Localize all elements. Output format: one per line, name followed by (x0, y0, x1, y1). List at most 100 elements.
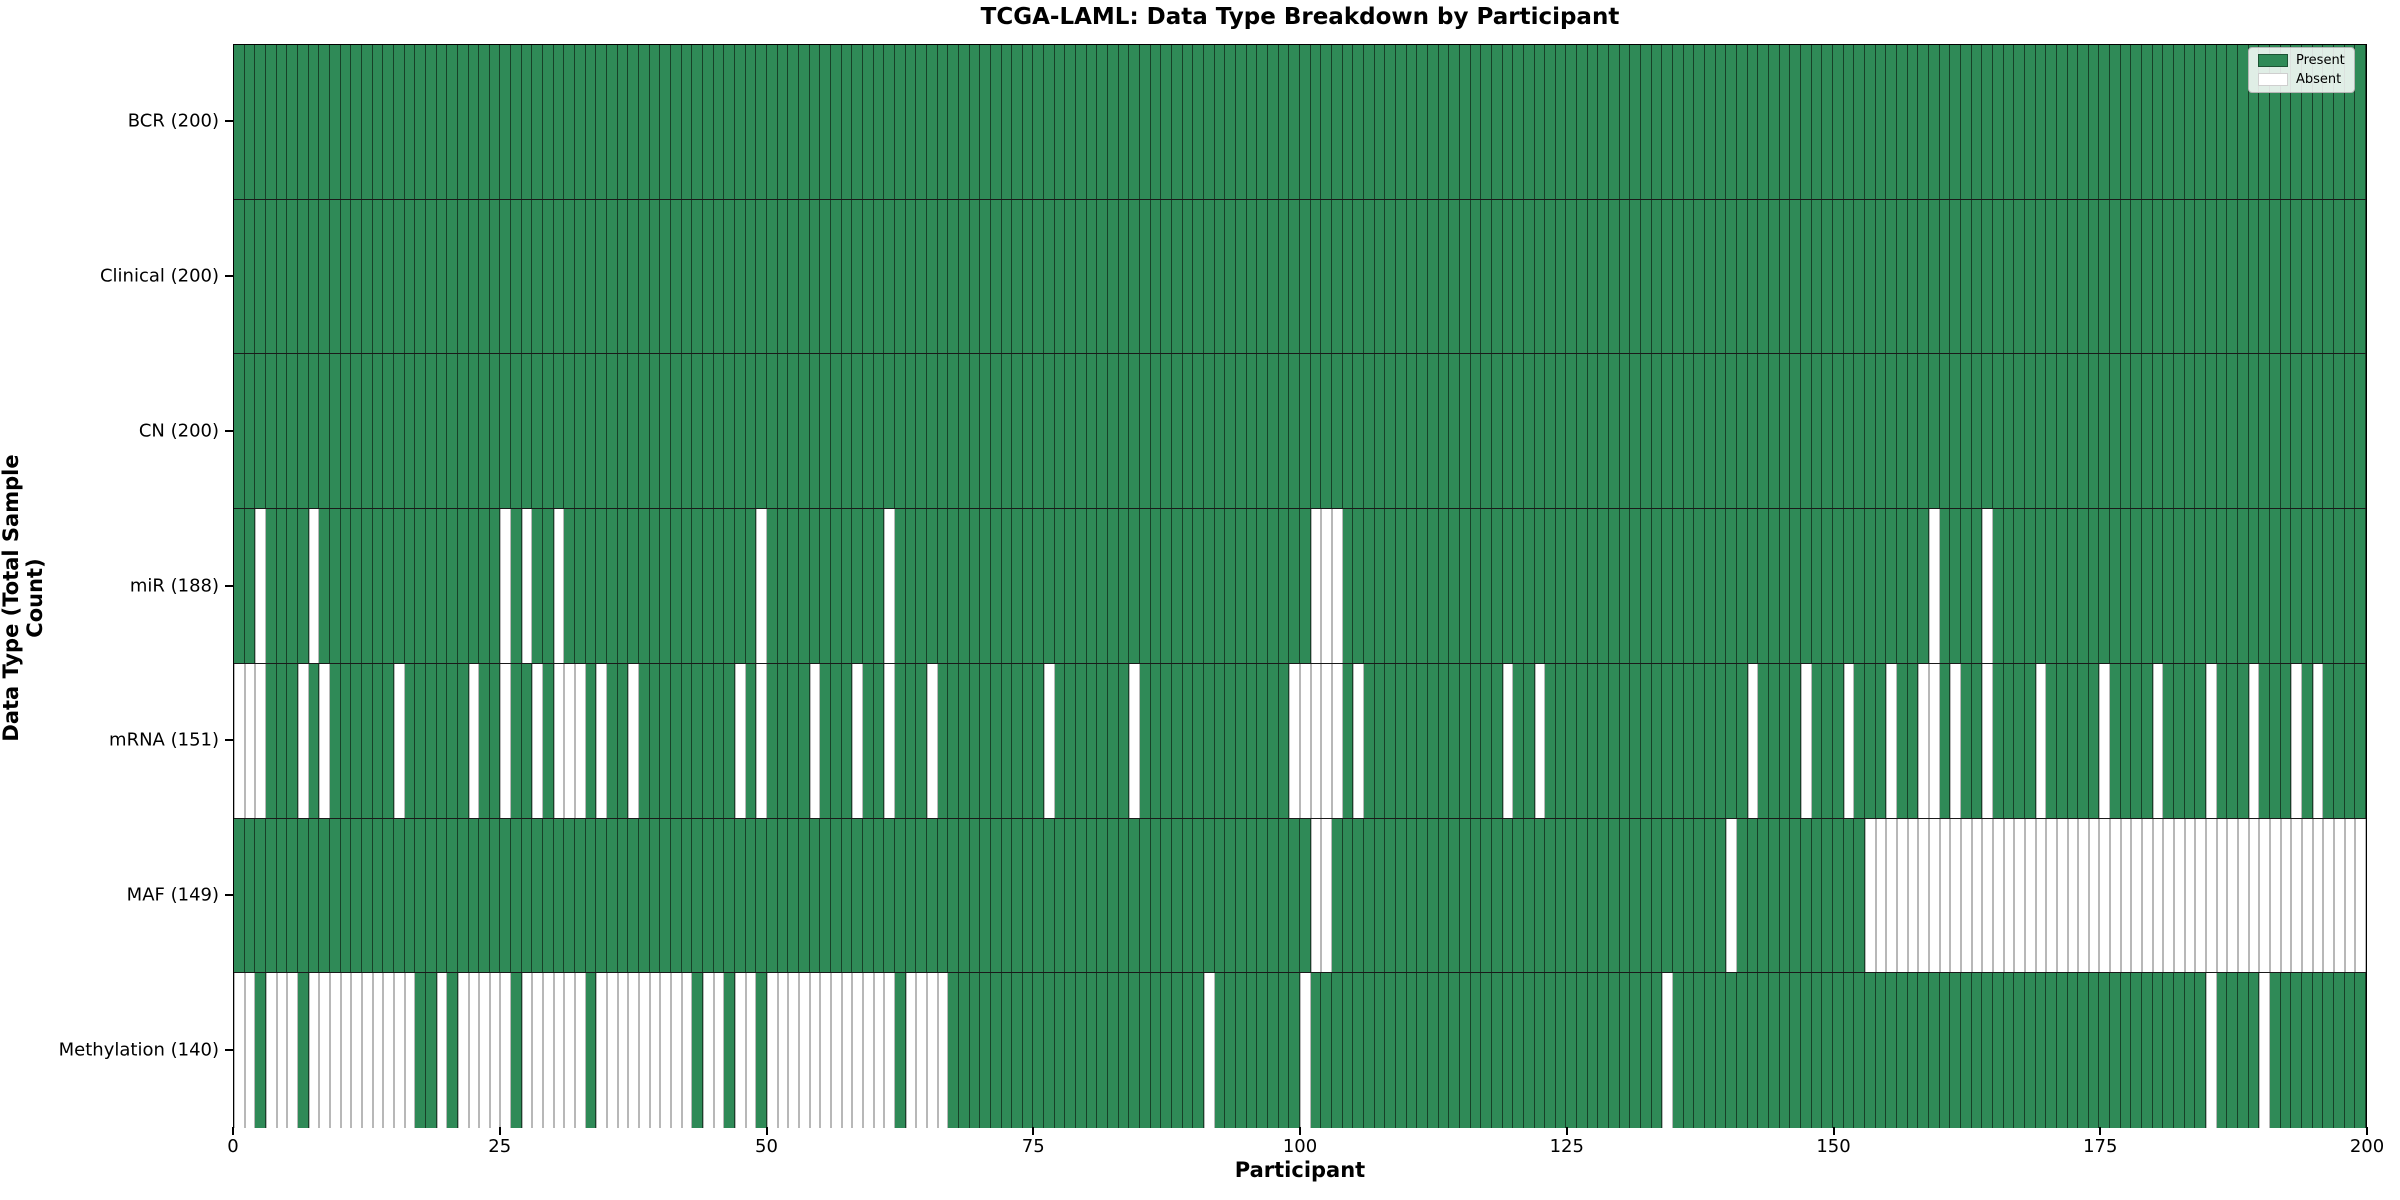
cell-BCR-185 (2206, 45, 2217, 199)
cell-MAF-44 (703, 818, 714, 973)
cell-CN-106 (1363, 354, 1375, 509)
cell-miR-10 (340, 509, 352, 663)
cell-CN-182 (2174, 354, 2185, 509)
cell-CN-111 (1417, 354, 1428, 509)
cell-miR-159 (1928, 509, 1940, 663)
cell-CN-67 (948, 354, 959, 509)
cell-CN-136 (1683, 354, 1695, 509)
ytick-label-Clinical: Clinical (200) (99, 265, 219, 287)
cell-Clinical-77 (1054, 199, 1066, 354)
cell-Methylation-162 (1960, 973, 1972, 1128)
xtick-mark (232, 1127, 234, 1135)
cell-mRNA-6 (297, 663, 309, 818)
cell-Methylation-140 (1726, 973, 1738, 1128)
cell-miR-134 (1662, 509, 1674, 663)
cell-Clinical-94 (1236, 199, 1247, 354)
cell-MAF-163 (1971, 818, 1983, 973)
cell-BCR-86 (1150, 45, 1162, 199)
cell-MAF-113 (1438, 818, 1450, 973)
cell-CN-92 (1214, 354, 1226, 509)
cell-Methylation-121 (1523, 973, 1535, 1128)
cell-mRNA-161 (1950, 663, 1961, 818)
ytick-label-MAF: MAF (149) (126, 884, 219, 906)
cell-CN-59 (862, 354, 874, 509)
cell-BCR-165 (1992, 45, 2004, 199)
cell-CN-86 (1150, 354, 1162, 509)
cell-mRNA-80 (1086, 663, 1098, 818)
cell-mRNA-20 (447, 663, 458, 818)
cell-miR-68 (958, 509, 970, 663)
cell-miR-172 (2067, 509, 2079, 663)
cell-MAF-126 (1577, 818, 1588, 973)
cell-MAF-147 (1801, 818, 1812, 973)
cell-Methylation-195 (2312, 973, 2324, 1128)
cell-CN-180 (2152, 354, 2164, 509)
cell-Methylation-82 (1108, 973, 1119, 1128)
cell-MAF-108 (1385, 818, 1396, 973)
cell-MAF-19 (436, 818, 448, 973)
cell-miR-113 (1438, 509, 1450, 663)
cell-Methylation-133 (1651, 973, 1663, 1128)
cell-MAF-185 (2206, 818, 2217, 973)
cell-CN-126 (1577, 354, 1588, 509)
cell-mRNA-32 (575, 663, 586, 818)
cell-miR-166 (2003, 509, 2015, 663)
cell-Methylation-164 (1982, 973, 1993, 1128)
cell-miR-100 (1299, 509, 1311, 663)
cell-mRNA-61 (884, 663, 895, 818)
cell-MAF-61 (884, 818, 895, 973)
cell-Clinical-170 (2046, 199, 2057, 354)
cell-Clinical-81 (1097, 199, 1109, 354)
cell-BCR-154 (1875, 45, 1887, 199)
cell-mRNA-57 (841, 663, 853, 818)
cell-miR-146 (1790, 509, 1802, 663)
cell-CN-195 (2312, 354, 2324, 509)
cell-Methylation-99 (1289, 973, 1300, 1128)
cell-CN-17 (415, 354, 426, 509)
cell-BCR-84 (1129, 45, 1141, 199)
cell-miR-151 (1843, 509, 1855, 663)
cell-BCR-158 (1918, 45, 1929, 199)
cell-miR-185 (2206, 509, 2217, 663)
cell-Clinical-82 (1108, 199, 1119, 354)
cell-CN-184 (2195, 354, 2207, 509)
cell-CN-43 (692, 354, 704, 509)
cell-Methylation-183 (2184, 973, 2196, 1128)
cell-CN-125 (1566, 354, 1578, 509)
cell-MAF-121 (1523, 818, 1535, 973)
cell-Clinical-8 (319, 199, 330, 354)
cell-mRNA-50 (766, 663, 778, 818)
cell-BCR-107 (1374, 45, 1386, 199)
cell-mRNA-85 (1140, 663, 1151, 818)
cell-Methylation-25 (500, 973, 512, 1128)
cell-Clinical-32 (575, 199, 586, 354)
cell-Methylation-4 (276, 973, 288, 1128)
cell-miR-48 (745, 509, 757, 663)
cell-BCR-121 (1523, 45, 1535, 199)
cell-mRNA-114 (1449, 663, 1460, 818)
cell-CN-191 (2270, 354, 2281, 509)
cell-Clinical-65 (926, 199, 938, 354)
cell-mRNA-24 (489, 663, 501, 818)
cell-BCR-54 (809, 45, 821, 199)
cell-miR-21 (457, 509, 469, 663)
cell-miR-126 (1577, 509, 1588, 663)
cell-miR-127 (1587, 509, 1599, 663)
cell-CN-91 (1204, 354, 1215, 509)
cell-Methylation-98 (1278, 973, 1290, 1128)
cell-MAF-111 (1417, 818, 1428, 973)
cell-MAF-188 (2238, 818, 2249, 973)
cell-CN-165 (1992, 354, 2004, 509)
cell-mRNA-108 (1385, 663, 1396, 818)
cell-Clinical-31 (564, 199, 576, 354)
cell-Clinical-144 (1769, 199, 1780, 354)
cell-Methylation-105 (1353, 973, 1364, 1128)
cell-MAF-167 (2014, 818, 2025, 973)
cell-CN-163 (1971, 354, 1983, 509)
cell-BCR-13 (372, 45, 384, 199)
cell-CN-44 (703, 354, 714, 509)
cell-Clinical-85 (1140, 199, 1151, 354)
cell-BCR-122 (1534, 45, 1546, 199)
cell-mRNA-30 (553, 663, 565, 818)
cell-miR-77 (1054, 509, 1066, 663)
